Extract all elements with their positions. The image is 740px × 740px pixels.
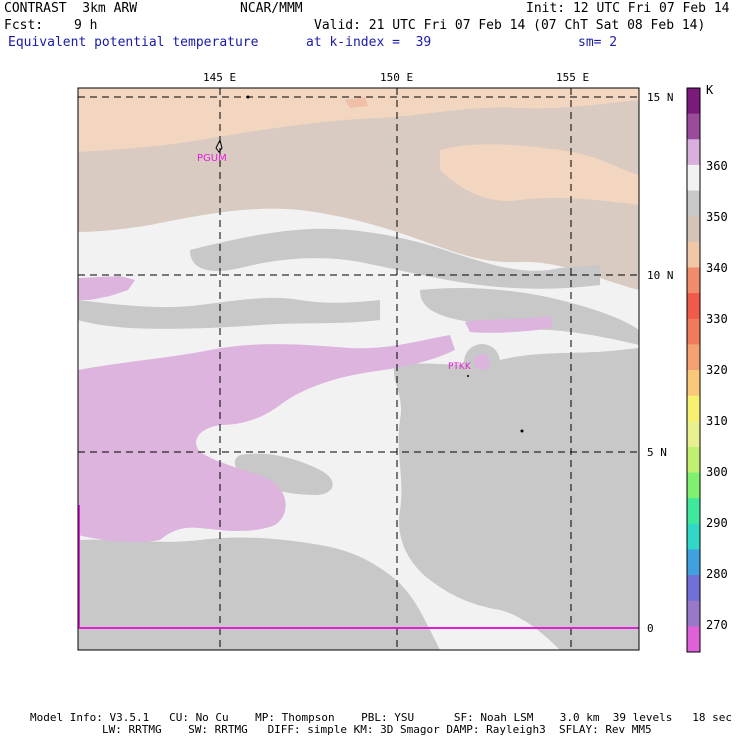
colorbar-label-330: 330 xyxy=(706,312,728,326)
gray-southeast xyxy=(393,348,639,650)
colorbar-label-320: 320 xyxy=(706,363,728,377)
lon-label-150: 150 E xyxy=(380,71,414,84)
colorbar-swatch xyxy=(687,113,700,140)
lat-label-0: 0 xyxy=(647,622,654,635)
forecast-label: Fcst: xyxy=(4,18,44,33)
colorbar-label-310: 310 xyxy=(706,414,728,428)
colorbar-label-300: 300 xyxy=(706,465,728,479)
colorbar-swatch xyxy=(687,190,700,217)
level-info: at k-index = 39 xyxy=(306,35,432,50)
lat-label-5: 5 N xyxy=(647,446,667,459)
gray-band-2 xyxy=(78,297,380,329)
model-info-line2: LW: RRTMG SW: RRTMG DIFF: simple KM: 3D … xyxy=(102,723,652,736)
peach-patch xyxy=(440,144,639,205)
colorbar-swatch xyxy=(687,293,700,320)
colorbar-swatch xyxy=(687,241,700,268)
colorbar-label-270: 270 xyxy=(706,618,728,632)
peach-spot xyxy=(345,97,368,108)
colorbar-swatch xyxy=(687,626,700,653)
map-frame xyxy=(77,87,640,651)
colorbar-swatch xyxy=(687,446,700,474)
colorbar-swatch xyxy=(687,139,700,166)
gray-southwest xyxy=(78,537,440,650)
init-time: Init: 12 UTC Fri 07 Feb 14 xyxy=(526,1,730,16)
lat-label-10: 10 N xyxy=(647,269,674,282)
equator-line xyxy=(78,505,639,629)
colorbar-swatch xyxy=(687,549,700,576)
colorbar-swatch xyxy=(687,575,700,602)
purple-central xyxy=(78,335,455,543)
colorbar-swatch xyxy=(687,344,700,371)
colorbar-swatch xyxy=(687,267,700,294)
colorbar-swatch xyxy=(687,498,700,525)
colorbar-swatch xyxy=(687,472,700,499)
colorbar-label-280: 280 xyxy=(706,567,728,581)
colorbar-swatch xyxy=(687,216,700,243)
purple-north xyxy=(78,276,135,300)
station-ptkk: PTKK xyxy=(448,362,472,372)
field-name: Equivalent potential temperature xyxy=(8,35,259,50)
gray-patch xyxy=(234,453,333,495)
station-pgum: PGUM xyxy=(197,153,227,164)
tan-band xyxy=(78,88,639,290)
grid-lines xyxy=(78,88,639,650)
colorbar-label-290: 290 xyxy=(706,516,728,530)
valid-time: Valid: 21 UTC Fri 07 Feb 14 (07 ChT Sat … xyxy=(314,18,706,33)
colorbar-label-350: 350 xyxy=(706,210,728,224)
forecast-hour: 9 h xyxy=(74,18,98,33)
peach-band xyxy=(78,88,639,152)
colorbar-unit: K xyxy=(706,83,714,97)
colorbar xyxy=(686,87,701,653)
purple-east xyxy=(465,316,552,333)
center-name: NCAR/MMM xyxy=(240,1,303,16)
lat-label-15: 15 N xyxy=(647,91,674,104)
lon-label-155: 155 E xyxy=(556,71,590,84)
lon-label-145: 145 E xyxy=(203,71,237,84)
colorbar-swatch xyxy=(687,600,700,627)
colorbar-swatch xyxy=(687,370,700,397)
theta-e-map: PGUM PTKK xyxy=(77,87,701,653)
colorbar-label-360: 360 xyxy=(706,159,728,173)
model-info-line1: Model Info: V3.5.1 CU: No Cu MP: Thompso… xyxy=(30,711,732,724)
colorbar-label-340: 340 xyxy=(706,261,728,275)
colorbar-swatch xyxy=(687,88,700,115)
gray-band-1 xyxy=(190,228,600,289)
colorbar-swatch xyxy=(687,523,700,550)
colorbar-swatch xyxy=(687,318,700,345)
colorbar-swatch xyxy=(687,421,700,448)
colorbar-swatch xyxy=(687,395,700,422)
smoothing-info: sm= 2 xyxy=(578,35,618,50)
gray-band-3 xyxy=(420,288,639,345)
guam-island xyxy=(215,138,223,153)
colorbar-frame xyxy=(686,87,701,653)
colorbar-swatch xyxy=(687,164,700,192)
model-title: CONTRAST 3km ARW xyxy=(4,1,138,16)
